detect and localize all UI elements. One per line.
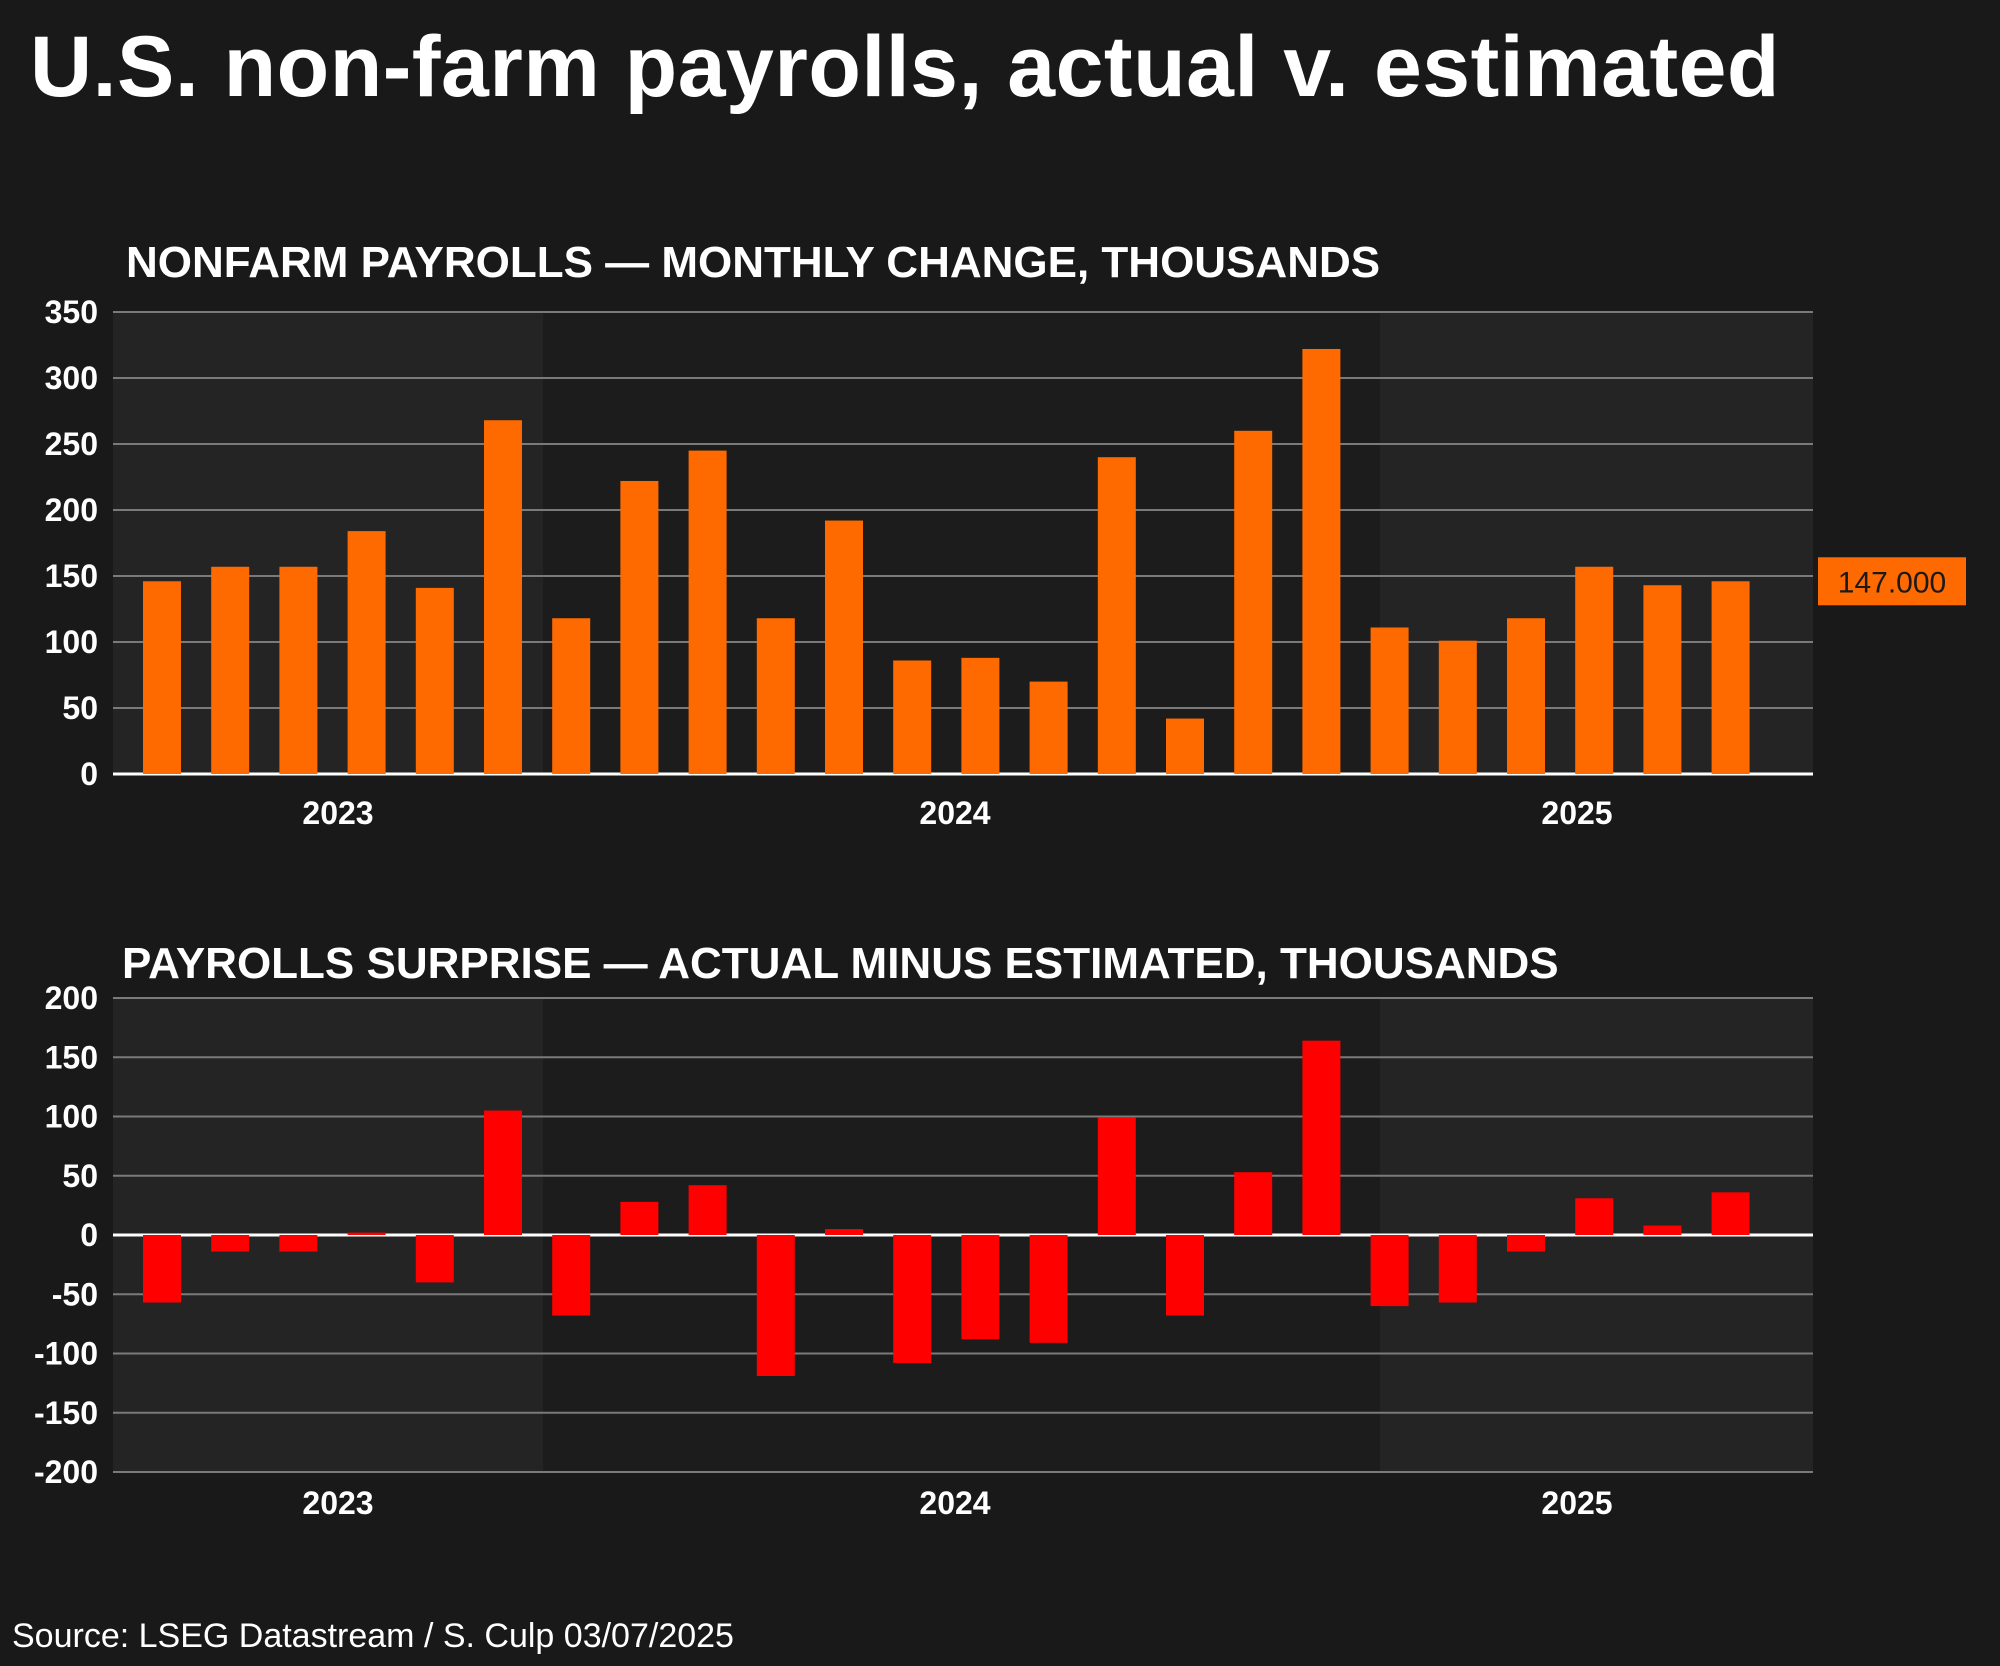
payrolls-y-tick-label: 200 — [45, 492, 98, 528]
payrolls-bar — [552, 618, 591, 774]
payrolls-y-tick-label: 250 — [45, 426, 98, 462]
payrolls-bar — [1029, 681, 1068, 774]
payrolls-bar — [1643, 585, 1682, 774]
last-value-badge — [1818, 557, 1966, 606]
surprise-y-tick-label: 100 — [45, 1099, 98, 1135]
page-title: U.S. non-farm payrolls, actual v. estima… — [30, 19, 1780, 115]
surprise-x-year-label: 2025 — [1541, 1485, 1612, 1521]
surprise-bar — [1643, 1225, 1682, 1235]
surprise-y-tick-label: -100 — [34, 1336, 98, 1372]
source-note: Source: LSEG Datastream / S. Culp 03/07/… — [12, 1617, 734, 1655]
surprise-bar — [825, 1229, 863, 1235]
payrolls-bar — [1507, 618, 1545, 774]
payrolls-year-band — [113, 312, 543, 774]
surprise-bar — [552, 1235, 591, 1316]
payrolls-bar — [1166, 718, 1204, 774]
surprise-bar — [211, 1235, 250, 1252]
surprise-y-tick-label: -200 — [34, 1454, 98, 1490]
surprise-bar — [1575, 1198, 1614, 1235]
surprise-y-tick-label: 50 — [62, 1158, 98, 1194]
surprise-y-tick-label: -50 — [52, 1276, 98, 1312]
payrolls-bar — [893, 660, 932, 774]
surprise-bar — [1234, 1172, 1273, 1235]
surprise-chart: PAYROLLS SURPRISE — ACTUAL MINUS ESTIMAT… — [34, 939, 1813, 1521]
surprise-chart-title: PAYROLLS SURPRISE — ACTUAL MINUS ESTIMAT… — [122, 939, 1559, 988]
payrolls-bar — [484, 420, 522, 774]
payrolls-bar — [143, 581, 181, 774]
payrolls-y-tick-label: 150 — [45, 558, 98, 594]
payrolls-bar — [211, 566, 250, 774]
surprise-bar — [1097, 1117, 1136, 1235]
payrolls-bar — [688, 450, 727, 774]
payrolls-x-year-label: 2023 — [302, 795, 373, 831]
payrolls-bar — [756, 618, 795, 774]
surprise-x-year-label: 2023 — [302, 1485, 373, 1521]
payrolls-y-tick-label: 300 — [45, 360, 98, 396]
payrolls-chart: NONFARM PAYROLLS — MONTHLY CHANGE, THOUS… — [45, 238, 1966, 831]
surprise-bar — [484, 1110, 522, 1235]
payrolls-y-tick-label: 50 — [62, 690, 98, 726]
surprise-bar — [143, 1235, 181, 1303]
surprise-bar — [961, 1235, 1000, 1340]
payrolls-bar — [415, 587, 454, 774]
payrolls-bar — [620, 480, 659, 774]
surprise-bar — [279, 1235, 318, 1252]
payrolls-bar — [279, 566, 318, 774]
payrolls-bar — [961, 657, 1000, 774]
surprise-bar — [1438, 1235, 1477, 1303]
surprise-bar — [347, 1232, 386, 1235]
payrolls-y-tick-label: 350 — [45, 294, 98, 330]
surprise-y-tick-label: -150 — [34, 1395, 98, 1431]
payrolls-bar — [1302, 348, 1341, 774]
surprise-bar — [1711, 1192, 1750, 1235]
surprise-y-tick-label: 200 — [45, 980, 98, 1016]
surprise-bar — [1029, 1235, 1068, 1343]
payrolls-chart-title: NONFARM PAYROLLS — MONTHLY CHANGE, THOUS… — [126, 238, 1380, 287]
payrolls-bar — [1097, 457, 1136, 774]
payrolls-bar — [1370, 627, 1409, 774]
payrolls-bar — [1438, 640, 1477, 774]
payrolls-bar — [1711, 581, 1750, 774]
surprise-bar — [688, 1185, 727, 1235]
surprise-x-year-label: 2024 — [919, 1485, 990, 1521]
surprise-bar — [620, 1201, 659, 1235]
payrolls-bar — [1575, 566, 1614, 774]
surprise-bar — [1370, 1235, 1409, 1307]
payrolls-x-year-label: 2025 — [1541, 795, 1612, 831]
payrolls-bar — [347, 531, 386, 774]
surprise-bar — [893, 1235, 932, 1363]
payrolls-x-year-label: 2024 — [919, 795, 990, 831]
payrolls-bar — [825, 520, 863, 774]
surprise-y-tick-label: 150 — [45, 1039, 98, 1075]
surprise-bar — [1166, 1235, 1204, 1316]
last-value-label: 147.000 — [1838, 566, 1946, 599]
surprise-bar — [1302, 1040, 1341, 1235]
payrolls-y-tick-label: 100 — [45, 624, 98, 660]
payrolls-bar — [1234, 430, 1273, 774]
surprise-bar — [1507, 1235, 1545, 1252]
payrolls-y-tick-label: 0 — [80, 756, 98, 792]
surprise-y-tick-label: 0 — [80, 1217, 98, 1253]
surprise-bar — [756, 1235, 795, 1377]
surprise-bar — [415, 1235, 454, 1283]
